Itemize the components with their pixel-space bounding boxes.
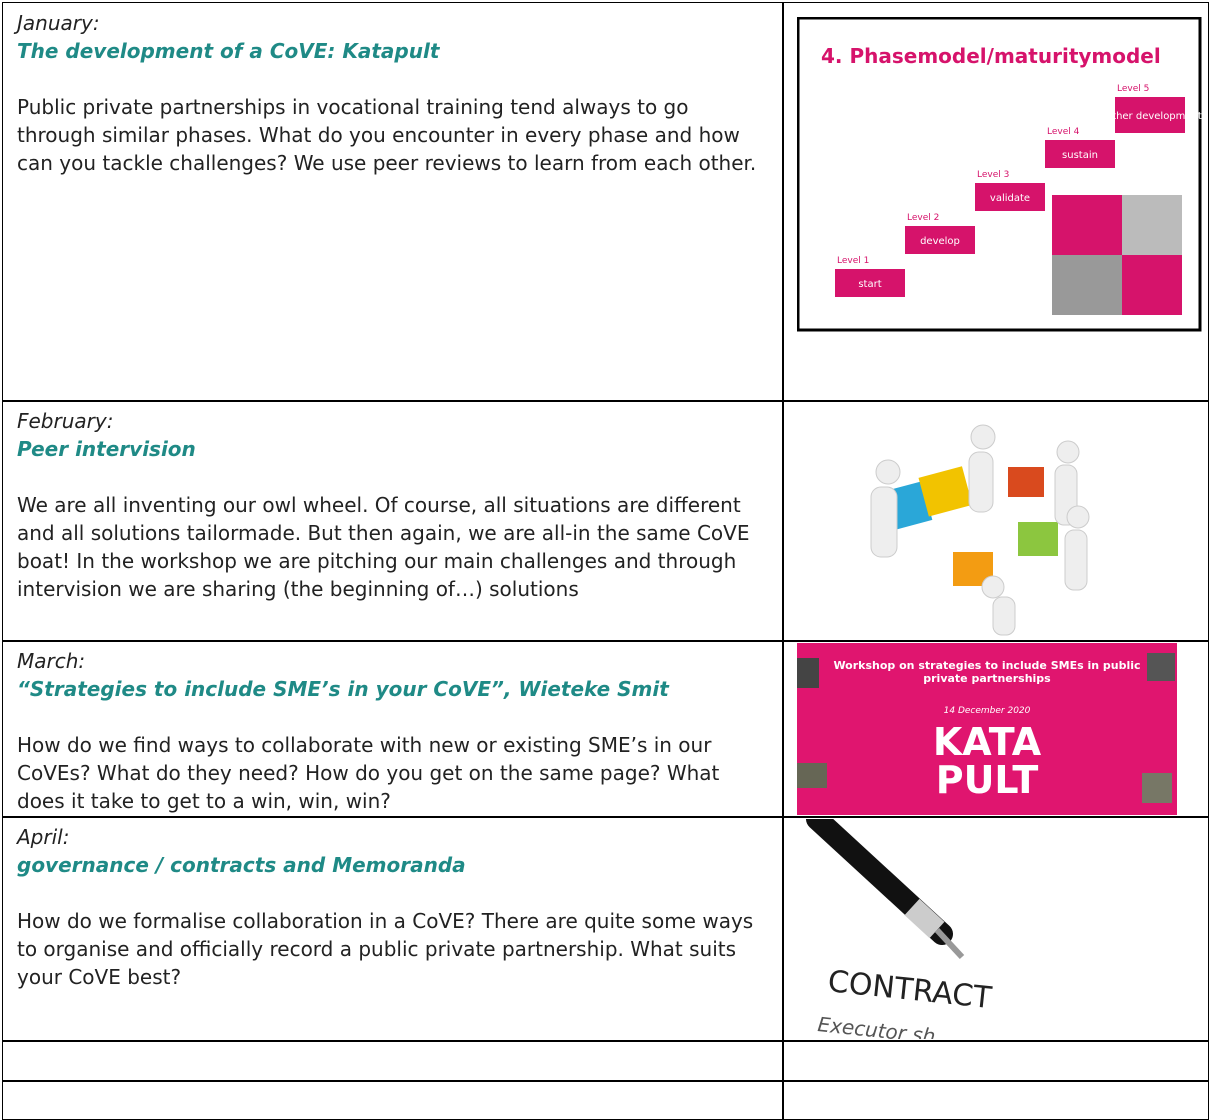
session-title: The development of a CoVE: Katapult [17,39,440,63]
table-cell: February: Peer intervision We are all in… [2,400,784,642]
puzzle-image [870,424,1090,636]
contract-image: CONTRACT Executor sh [806,819,994,1039]
table-cell [782,400,1209,642]
image-date: 14 December 2020 [944,706,1031,716]
session-title: “Strategies to include SME’s in your CoV… [17,677,669,701]
cell-text: March: “Strategies to include SME’s in y… [17,647,761,815]
level: Level 3 [977,170,1009,180]
level: Level 4 [1047,127,1080,137]
logo-line: PULT [936,758,1039,802]
step: sustain [1062,150,1098,161]
session-title: Peer intervision [17,437,196,461]
contract-line: Executor sh [816,1012,936,1039]
month: February: [17,409,114,433]
step: start [858,279,881,290]
month: April: [17,825,70,849]
table-cell: January: The development of a CoVE: Kata… [2,2,784,402]
table-cell [2,1040,784,1082]
description: We are all inventing our owl wheel. Of c… [17,493,750,601]
table-cell: 4. Phasemodel/maturitymodel Level 1 Leve… [782,2,1209,402]
table-cell: CONTRACT Executor sh [782,816,1209,1042]
table-cell [782,1080,1209,1120]
level: Level 5 [1117,84,1149,94]
table-cell: March: “Strategies to include SME’s in y… [2,640,784,818]
description: Public private partnerships in vocationa… [17,95,757,175]
katapult-image: Workshop on strategies to include SMEs i… [797,643,1177,815]
table-cell: April: governance / contracts and Memora… [2,816,784,1042]
month: March: [17,649,86,673]
description: How do we find ways to collaborate with … [17,733,720,813]
table-cell [782,1040,1209,1082]
phase-model-image: 4. Phasemodel/maturitymodel Level 1 Leve… [797,17,1202,332]
month: January: [17,11,100,35]
step: develop [920,236,960,247]
step: validate [990,193,1030,204]
table-cell: Workshop on strategies to include SMEs i… [782,640,1209,818]
step: further development [1098,111,1202,122]
session-title: governance / contracts and Memoranda [17,853,466,877]
image-title: 4. Phasemodel/maturitymodel [821,44,1161,68]
description: How do we formalise collaboration in a C… [17,909,754,989]
table-cell [2,1080,784,1120]
cell-text: April: governance / contracts and Memora… [17,823,761,991]
image-title: Workshop on strategies to include SMEs i… [833,659,1141,685]
level: Level 2 [907,213,939,223]
contract-heading: CONTRACT [826,964,994,1016]
cell-text: January: The development of a CoVE: Kata… [17,9,761,177]
cell-text: February: Peer intervision We are all in… [17,407,761,603]
level: Level 1 [837,256,869,266]
logo-line: KATA [933,720,1042,764]
